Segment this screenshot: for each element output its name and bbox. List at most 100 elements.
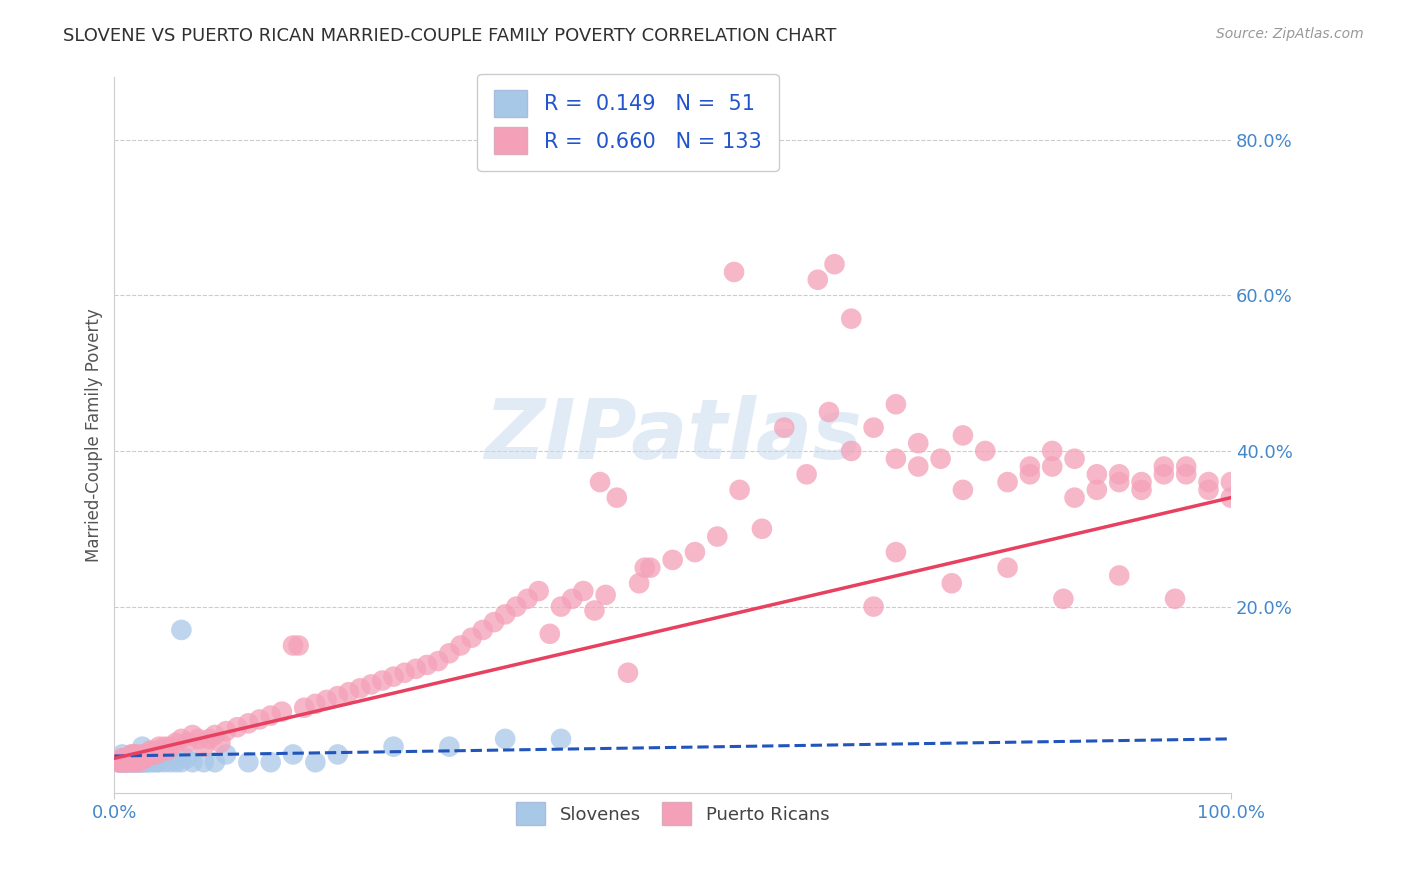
Point [382,739,405,754]
Point [304,697,326,711]
Point [131,756,153,770]
Point [108,756,131,770]
Point [661,553,683,567]
Point [1108,475,1130,489]
Point [416,657,439,672]
Point [129,756,152,770]
Point [1219,475,1241,489]
Point [122,751,145,765]
Point [118,751,141,765]
Point [181,728,204,742]
Point [128,756,150,770]
Point [112,756,135,770]
Point [292,700,315,714]
Point [215,724,238,739]
Point [170,731,193,746]
Point [110,756,132,770]
Point [117,756,139,770]
Point [153,739,176,754]
Point [482,615,505,629]
Point [134,756,156,770]
Point [176,751,198,765]
Point [124,756,146,770]
Point [141,747,163,762]
Point [204,728,226,742]
Point [337,685,360,699]
Point [139,743,162,757]
Point [124,756,146,770]
Point [132,751,155,765]
Point [1198,483,1220,497]
Point [124,747,146,762]
Point [706,530,728,544]
Point [941,576,963,591]
Point [1040,444,1063,458]
Point [572,584,595,599]
Point [270,705,292,719]
Point [131,739,153,754]
Point [170,623,193,637]
Point [1219,491,1241,505]
Point [1063,491,1085,505]
Point [125,747,148,762]
Point [110,751,132,765]
Point [382,670,405,684]
Point [136,747,159,762]
Point [120,747,142,762]
Point [134,747,156,762]
Point [118,756,141,770]
Point [148,739,170,754]
Point [121,756,143,770]
Text: Source: ZipAtlas.com: Source: ZipAtlas.com [1216,27,1364,41]
Point [394,665,416,680]
Point [1108,467,1130,482]
Point [773,420,796,434]
Point [281,747,304,762]
Point [146,747,169,762]
Point [249,713,271,727]
Point [634,560,657,574]
Point [1108,568,1130,582]
Text: ZIPatlas: ZIPatlas [484,395,862,476]
Point [617,665,640,680]
Point [148,756,170,770]
Point [238,716,260,731]
Point [728,483,751,497]
Point [839,311,862,326]
Point [589,475,612,489]
Point [1153,459,1175,474]
Point [165,756,187,770]
Point [550,599,572,614]
Point [136,756,159,770]
Point [997,560,1019,574]
Point [108,756,131,770]
Point [1130,483,1153,497]
Point [751,522,773,536]
Point [142,756,165,770]
Point [111,756,134,770]
Point [516,591,538,606]
Point [215,747,238,762]
Point [884,545,907,559]
Point [1085,483,1108,497]
Point [127,751,149,765]
Point [115,756,138,770]
Point [807,273,830,287]
Point [907,436,929,450]
Point [226,720,249,734]
Point [884,451,907,466]
Legend: Slovenes, Puerto Ricans: Slovenes, Puerto Ricans [508,793,838,834]
Point [952,428,974,442]
Point [132,751,155,765]
Point [170,756,193,770]
Point [471,623,494,637]
Point [460,631,482,645]
Point [796,467,818,482]
Point [198,731,221,746]
Point [1018,459,1040,474]
Point [371,673,394,688]
Point [1130,475,1153,489]
Point [907,459,929,474]
Point [505,599,527,614]
Point [862,599,884,614]
